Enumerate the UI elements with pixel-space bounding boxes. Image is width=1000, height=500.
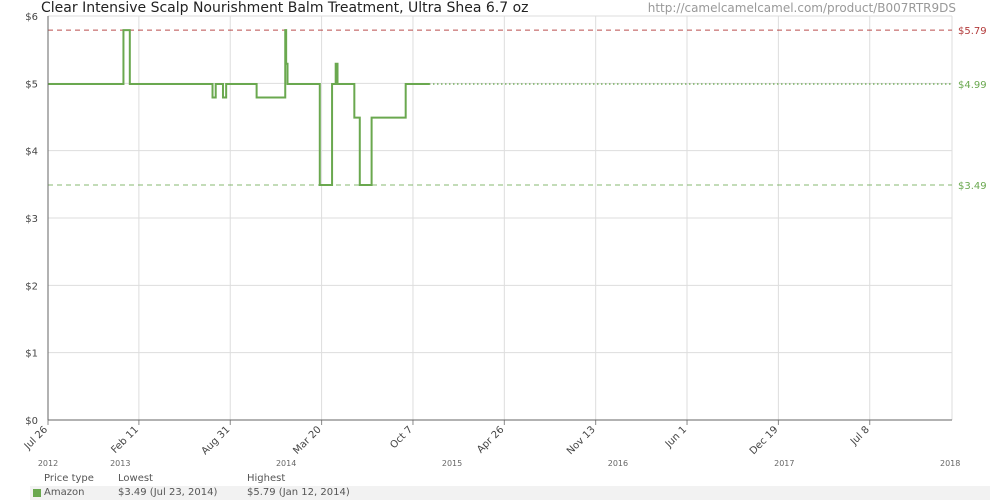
amazon-swatch-icon <box>33 489 41 497</box>
year-label: 2018 <box>940 459 960 468</box>
x-tick-label: Feb 11 <box>109 424 141 456</box>
series-line-amazon <box>48 29 430 187</box>
x-tick-label: Jun 1 <box>663 424 689 450</box>
y-tick-label: $3 <box>25 214 38 225</box>
legend-header-lowest: Lowest <box>118 473 153 484</box>
reference-label-highest: $5.79 <box>958 26 987 37</box>
reference-lines <box>48 29 952 186</box>
y-tick-label: $5 <box>25 79 38 90</box>
legend-header-highest: Highest <box>247 473 286 484</box>
year-label: 2013 <box>110 459 130 468</box>
y-tick-label: $0 <box>25 416 38 427</box>
chart-title: Clear Intensive Scalp Nourishment Balm T… <box>41 0 529 16</box>
year-label: 2015 <box>442 459 462 468</box>
reference-label-current: $4.99 <box>958 80 987 91</box>
legend-header-price-type: Price type <box>44 473 94 484</box>
legend-series-name: Amazon <box>44 487 85 498</box>
x-tick-label: Dec 19 <box>748 424 781 457</box>
y-tick-label: $2 <box>25 281 38 292</box>
source-url[interactable]: http://camelcamelcamel.com/product/B007R… <box>647 1 956 15</box>
legend-row-amazon[interactable]: Amazon $3.49 (Jul 23, 2014) $5.79 (Jan 1… <box>30 486 990 500</box>
legend-lowest-value: $3.49 (Jul 23, 2014) <box>118 487 218 498</box>
x-tick-label: Nov 13 <box>565 424 598 457</box>
grid-layer <box>47 15 953 421</box>
legend-highest-value: $5.79 (Jan 12, 2014) <box>247 487 350 498</box>
y-tick-label: $4 <box>25 147 38 158</box>
y-tick-label: $6 <box>25 12 38 23</box>
year-label: 2017 <box>774 459 794 468</box>
x-tick-label: Aug 31 <box>200 424 233 457</box>
x-tick-label: Mar 20 <box>291 424 323 456</box>
series-layer <box>48 29 952 187</box>
y-tick-label: $1 <box>25 349 38 360</box>
year-label: 2016 <box>608 459 628 468</box>
year-label: 2012 <box>38 459 58 468</box>
legend-header-row: Price type Lowest Highest <box>30 472 990 486</box>
reference-label-lowest: $3.49 <box>958 181 987 192</box>
x-tick-label: Jul 8 <box>848 424 872 448</box>
x-tick-label: Oct 7 <box>388 424 415 451</box>
year-label: 2014 <box>276 459 296 468</box>
legend-table: Price type Lowest Highest Amazon $3.49 (… <box>30 472 990 500</box>
x-tick-label: Jul 26 <box>22 424 50 452</box>
x-tick-label: Apr 26 <box>475 424 506 455</box>
